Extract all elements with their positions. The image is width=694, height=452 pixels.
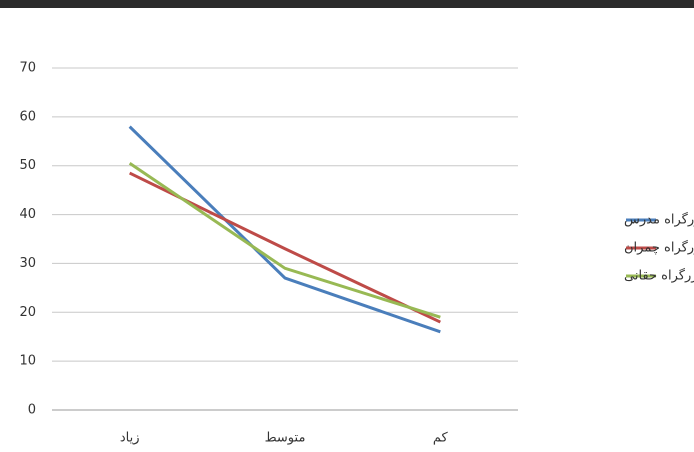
y-tick-label: 50 — [19, 158, 36, 173]
y-tick-label: 30 — [19, 256, 36, 271]
legend-label: بزرگراه مدرس — [624, 212, 694, 228]
y-tick-label: 0 — [28, 403, 36, 418]
y-tick-label: 20 — [19, 305, 36, 320]
x-tick-label: کم — [433, 431, 449, 446]
x-tick-label: زیاد — [120, 431, 140, 446]
legend-label: بزرگراه حقانی — [624, 268, 694, 284]
chart: 0 10 20 30 40 50 60 70 زیاد متوسط کم بزرگراه مدرس بز… — [0, 0, 694, 452]
y-tick-label: 10 — [19, 354, 36, 369]
x-tick-label: متوسط — [265, 431, 306, 446]
series-line — [130, 163, 441, 317]
y-tick-label: 40 — [19, 207, 36, 222]
y-tick-label: 60 — [19, 109, 36, 124]
top-strip — [0, 0, 694, 8]
y-tick-label: 70 — [19, 61, 36, 76]
legend-label: بزرگراه چمران — [624, 240, 694, 256]
